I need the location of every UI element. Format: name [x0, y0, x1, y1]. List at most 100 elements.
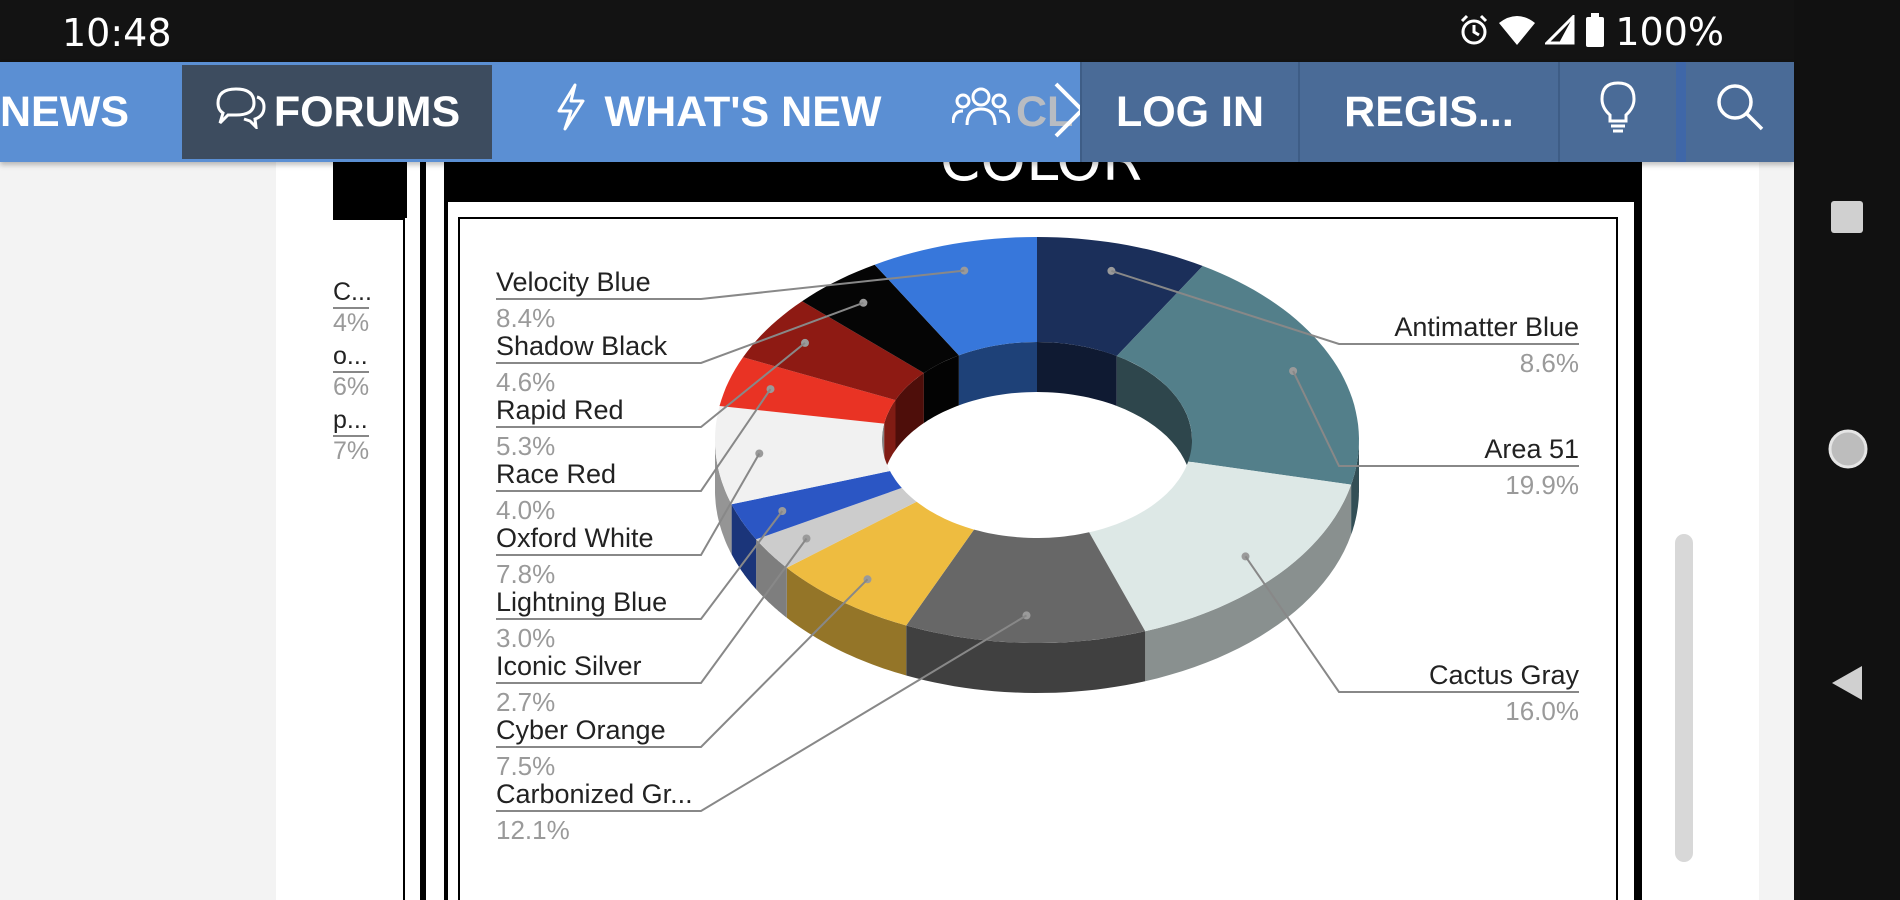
lightning-icon	[555, 83, 587, 142]
donut-side-wall	[1351, 440, 1359, 535]
status-bar: 10:48 100%	[0, 0, 1794, 62]
left-list-item: o... 6%	[333, 342, 370, 401]
slice-percent: 8.4%	[496, 303, 555, 333]
slice-percent: 16.0%	[1505, 696, 1579, 726]
donut-inner-wall	[958, 342, 1037, 406]
leader-line	[1244, 555, 1579, 693]
slice-label: Lightning Blue	[496, 587, 667, 617]
leader-line	[1292, 370, 1579, 467]
lightbulb-icon	[1600, 80, 1636, 144]
search-icon	[1715, 82, 1765, 143]
android-nav-bar	[1794, 0, 1900, 900]
donut-slice	[802, 264, 959, 373]
slice-label: Oxford White	[496, 523, 654, 553]
slice-percent: 7.8%	[496, 559, 555, 589]
donut-slice	[1116, 266, 1359, 485]
slice-label: Race Red	[496, 459, 616, 489]
slice-label: Area 51	[1484, 434, 1579, 464]
donut-inner-wall	[1037, 342, 1117, 406]
slice-label: Velocity Blue	[496, 267, 651, 297]
slice-percent: 7.5%	[496, 751, 555, 781]
slice-label: Iconic Silver	[496, 651, 642, 681]
left-list-item: C... 4%	[333, 278, 372, 337]
back-triangle-icon[interactable]	[1830, 664, 1864, 707]
donut-side-wall	[731, 504, 757, 590]
divider-line	[420, 162, 426, 900]
leader-line	[496, 453, 761, 556]
donut-inner-wall	[884, 400, 896, 474]
status-time: 10:48	[62, 11, 172, 55]
donut-side-wall	[715, 440, 732, 555]
alarm-icon	[1459, 14, 1489, 51]
leader-line	[496, 388, 772, 492]
nav-club[interactable]: CL	[944, 62, 1112, 162]
slice-label: Shadow Black	[496, 331, 668, 361]
chart-header: COLOR	[444, 162, 1638, 202]
donut-slice	[786, 501, 974, 626]
leader-line	[496, 269, 965, 300]
left-panel-header	[333, 162, 407, 218]
leader-line	[496, 301, 864, 364]
slice-percent: 5.3%	[496, 431, 555, 461]
page-scrollbar[interactable]	[1675, 534, 1693, 862]
donut-slice	[874, 237, 1037, 356]
donut-inner-wall	[1116, 356, 1192, 490]
leader-line	[1111, 269, 1579, 345]
donut-slice	[1089, 461, 1352, 632]
donut-slice	[715, 406, 890, 505]
top-navbar: NEWS FORUMS WHAT'S NEW CL LOG IN REGIS..…	[0, 62, 1794, 162]
donut-slice	[756, 487, 917, 568]
status-icons: 100%	[1459, 10, 1724, 54]
donut-slice	[1037, 237, 1203, 356]
leader-line	[496, 614, 1028, 812]
nav-register[interactable]: REGIS...	[1298, 62, 1558, 162]
nav-news[interactable]: NEWS	[0, 62, 182, 162]
recents-square-icon[interactable]	[1830, 200, 1864, 239]
chart-heading: COLOR	[444, 162, 1638, 194]
nav-whats-new[interactable]: WHAT'S NEW	[492, 62, 944, 162]
slice-label: Rapid Red	[496, 395, 624, 425]
slice-label: Antimatter Blue	[1394, 312, 1579, 342]
donut-slice	[743, 301, 924, 401]
donut-inner-wall	[923, 355, 959, 423]
divider-line	[1636, 162, 1642, 900]
nav-style-toggle[interactable]	[1558, 62, 1676, 162]
donut-inner-wall	[895, 373, 924, 451]
nav-register-label: REGIS...	[1344, 87, 1514, 136]
slice-percent: 2.7%	[496, 687, 555, 717]
slice-label: Carbonized Gr...	[496, 779, 693, 809]
slice-percent: 12.1%	[496, 815, 570, 845]
donut-side-wall	[1145, 484, 1352, 682]
slice-percent: 4.6%	[496, 367, 555, 397]
slice-percent: 4.0%	[496, 495, 555, 525]
left-panel-body	[333, 218, 405, 900]
wifi-icon	[1499, 15, 1536, 50]
slice-percent: 8.6%	[1520, 348, 1579, 378]
nav-right-group: LOG IN REGIS...	[1080, 62, 1794, 162]
left-list-item: p... 7%	[333, 406, 370, 465]
leader-line	[496, 342, 806, 428]
slice-percent: 3.0%	[496, 623, 555, 653]
chat-bubbles-icon	[214, 85, 268, 140]
nav-whats-new-label: WHAT'S NEW	[604, 87, 882, 136]
donut-side-wall	[786, 567, 907, 676]
slice-percent: 19.9%	[1505, 470, 1579, 500]
donut-side-wall	[756, 539, 787, 618]
nav-search[interactable]	[1676, 62, 1794, 162]
leader-line	[496, 578, 869, 748]
home-circle-icon[interactable]	[1827, 428, 1869, 475]
users-icon	[951, 85, 1011, 140]
battery-icon	[1585, 12, 1605, 52]
slice-label: Cyber Orange	[496, 715, 666, 745]
leader-line	[496, 510, 784, 620]
nav-login[interactable]: LOG IN	[1080, 62, 1298, 162]
battery-percent: 100%	[1615, 10, 1724, 54]
donut-slice	[906, 529, 1146, 643]
donut-side-wall	[906, 625, 1146, 693]
nav-forums[interactable]: FORUMS	[182, 65, 492, 159]
nav-login-label: LOG IN	[1115, 87, 1265, 136]
donut-slice	[719, 357, 896, 424]
signal-icon	[1543, 12, 1575, 50]
nav-news-label: NEWS	[0, 87, 129, 136]
